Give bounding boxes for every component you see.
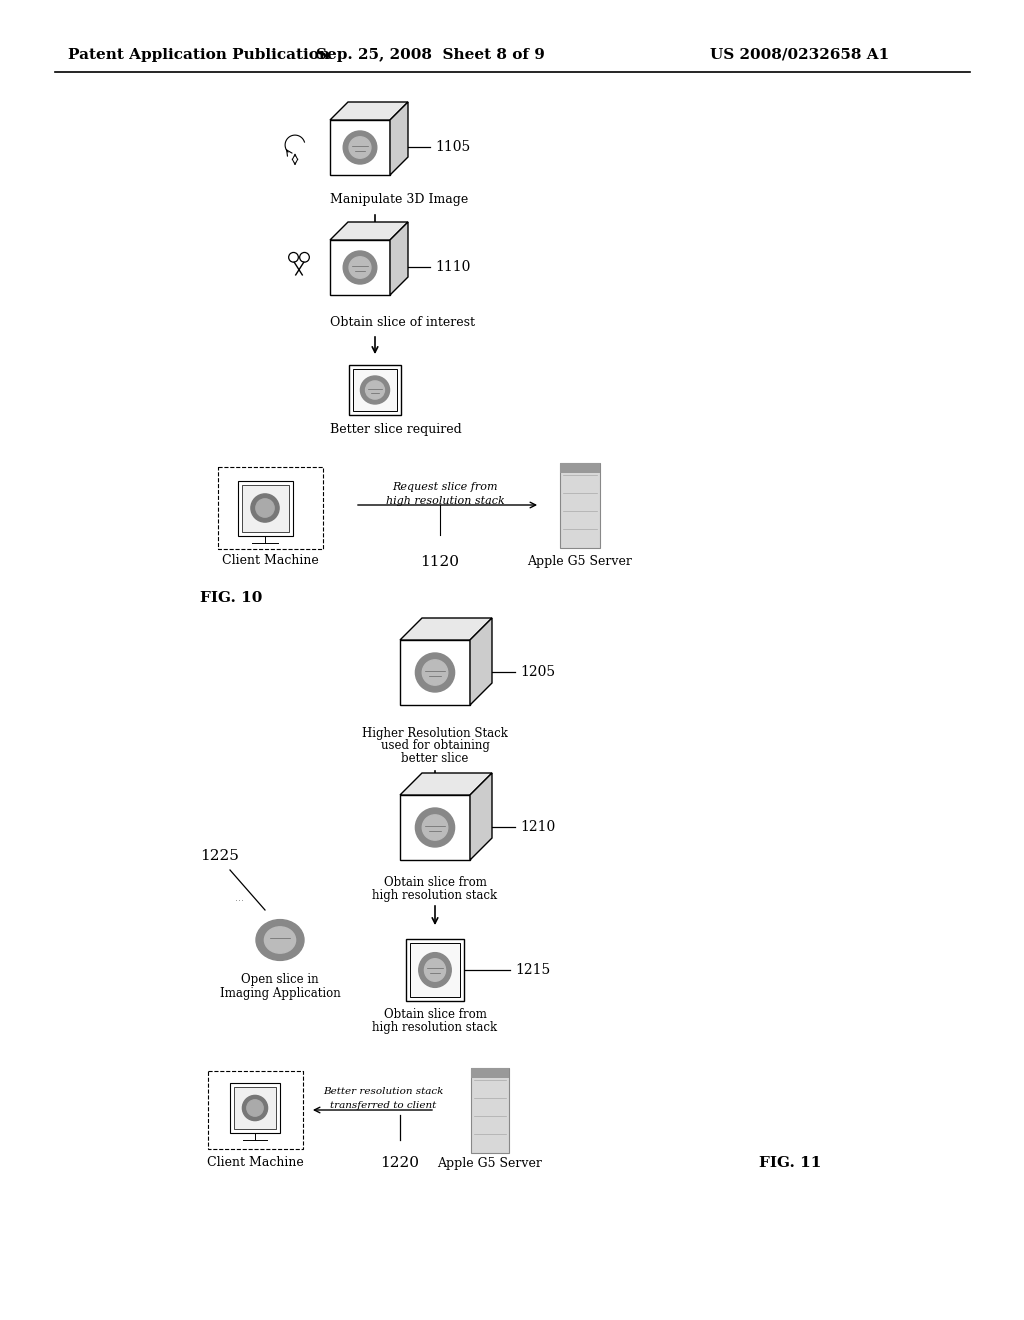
- Text: Better slice required: Better slice required: [330, 424, 462, 437]
- Bar: [471, 1068, 509, 1152]
- Text: Imaging Application: Imaging Application: [219, 986, 340, 999]
- Text: Open slice in: Open slice in: [242, 974, 318, 986]
- Polygon shape: [470, 618, 492, 705]
- Ellipse shape: [419, 953, 452, 987]
- Bar: [410, 942, 460, 997]
- Text: high resolution stack: high resolution stack: [386, 496, 505, 506]
- Ellipse shape: [243, 1096, 267, 1121]
- Polygon shape: [400, 795, 470, 861]
- Text: used for obtaining: used for obtaining: [381, 739, 489, 752]
- Polygon shape: [390, 222, 408, 294]
- Bar: [238, 480, 293, 536]
- Text: transferred to client: transferred to client: [330, 1101, 436, 1110]
- Bar: [353, 370, 397, 411]
- Ellipse shape: [349, 137, 371, 158]
- Ellipse shape: [343, 131, 377, 164]
- Text: Higher Resolution Stack: Higher Resolution Stack: [362, 726, 508, 739]
- Text: high resolution stack: high resolution stack: [373, 888, 498, 902]
- Text: Patent Application Publication: Patent Application Publication: [68, 48, 330, 62]
- Text: Request slice from: Request slice from: [392, 482, 498, 492]
- Text: Client Machine: Client Machine: [207, 1156, 303, 1170]
- Text: US 2008/0232658 A1: US 2008/0232658 A1: [711, 48, 890, 62]
- Text: high resolution stack: high resolution stack: [373, 1022, 498, 1035]
- Text: Sep. 25, 2008  Sheet 8 of 9: Sep. 25, 2008 Sheet 8 of 9: [315, 48, 545, 62]
- Text: 1205: 1205: [520, 665, 555, 678]
- Ellipse shape: [256, 920, 304, 961]
- Ellipse shape: [247, 1100, 263, 1117]
- Ellipse shape: [416, 808, 455, 847]
- Polygon shape: [400, 640, 470, 705]
- Ellipse shape: [416, 653, 455, 692]
- Text: FIG. 10: FIG. 10: [200, 591, 262, 605]
- Bar: [349, 366, 401, 414]
- Polygon shape: [330, 240, 390, 294]
- Ellipse shape: [360, 376, 389, 404]
- Text: 1220: 1220: [381, 1156, 420, 1170]
- Text: Apple G5 Server: Apple G5 Server: [527, 556, 633, 569]
- Ellipse shape: [422, 660, 447, 685]
- Text: Obtain slice from: Obtain slice from: [384, 875, 486, 888]
- Bar: [560, 462, 600, 548]
- Ellipse shape: [264, 927, 296, 953]
- Polygon shape: [390, 102, 408, 176]
- Polygon shape: [330, 102, 408, 120]
- Text: 1105: 1105: [435, 140, 470, 154]
- Bar: [230, 1082, 280, 1133]
- Ellipse shape: [343, 251, 377, 284]
- Ellipse shape: [251, 494, 280, 523]
- Bar: [208, 1071, 302, 1148]
- Bar: [406, 939, 464, 1001]
- Ellipse shape: [422, 814, 447, 840]
- Polygon shape: [470, 774, 492, 861]
- Text: FIG. 11: FIG. 11: [759, 1156, 821, 1170]
- Bar: [242, 484, 289, 532]
- Bar: [217, 467, 323, 549]
- Text: Better resolution stack: Better resolution stack: [323, 1088, 443, 1097]
- Text: 1215: 1215: [515, 964, 550, 977]
- Bar: [471, 1068, 509, 1077]
- Ellipse shape: [366, 381, 384, 399]
- Polygon shape: [400, 774, 492, 795]
- Ellipse shape: [424, 958, 445, 981]
- Text: 1225: 1225: [200, 849, 239, 863]
- Text: Manipulate 3D Image: Manipulate 3D Image: [330, 194, 468, 206]
- Polygon shape: [330, 222, 408, 240]
- Text: 1210: 1210: [520, 820, 555, 834]
- Text: Obtain slice of interest: Obtain slice of interest: [330, 315, 475, 329]
- Text: 1110: 1110: [435, 260, 470, 275]
- Ellipse shape: [349, 257, 371, 279]
- Bar: [560, 462, 600, 473]
- Bar: [234, 1086, 276, 1129]
- Text: Obtain slice from: Obtain slice from: [384, 1008, 486, 1022]
- Polygon shape: [400, 618, 492, 640]
- Ellipse shape: [256, 499, 274, 517]
- Text: Client Machine: Client Machine: [221, 553, 318, 566]
- Text: better slice: better slice: [401, 752, 469, 766]
- Text: 1120: 1120: [421, 554, 460, 569]
- Text: Apple G5 Server: Apple G5 Server: [437, 1156, 543, 1170]
- Polygon shape: [330, 120, 390, 176]
- Text: ...: ...: [236, 894, 245, 903]
